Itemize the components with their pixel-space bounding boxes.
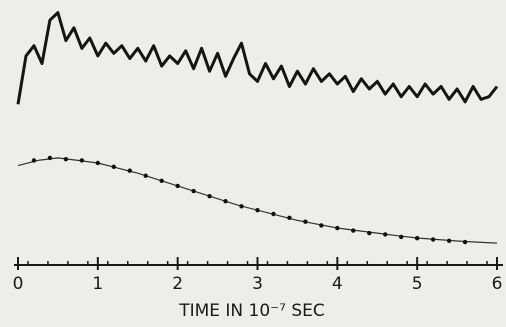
data-point xyxy=(463,240,467,244)
data-point xyxy=(175,184,179,188)
data-point xyxy=(303,219,307,223)
data-point xyxy=(48,156,52,160)
data-line xyxy=(18,158,497,243)
x-tick-label: 0 xyxy=(13,274,24,294)
data-point xyxy=(367,231,371,235)
data-point xyxy=(431,237,435,241)
data-point xyxy=(160,179,164,183)
data-point xyxy=(112,165,116,169)
data-point xyxy=(399,235,403,239)
data-point xyxy=(351,228,355,232)
data-point xyxy=(415,236,419,240)
data-point xyxy=(255,208,259,212)
x-tick-label: 1 xyxy=(92,274,103,294)
data-point xyxy=(319,223,323,227)
data-point xyxy=(383,232,387,236)
data-point xyxy=(80,158,84,162)
x-tick-label: 3 xyxy=(252,274,263,294)
data-point xyxy=(32,158,36,162)
data-point xyxy=(191,189,195,193)
data-point xyxy=(287,216,291,220)
data-point xyxy=(447,239,451,243)
x-tick-label: 5 xyxy=(412,274,423,294)
data-point xyxy=(335,226,339,230)
data-point xyxy=(96,161,100,165)
data-point xyxy=(144,174,148,178)
data-point xyxy=(64,157,68,161)
x-tick-label: 4 xyxy=(332,274,343,294)
data-line xyxy=(18,13,497,105)
data-point xyxy=(223,199,227,203)
data-point xyxy=(239,204,243,208)
x-tick-label: 2 xyxy=(172,274,183,294)
data-point xyxy=(271,212,275,216)
data-point xyxy=(128,168,132,172)
x-tick-label: 6 xyxy=(492,274,503,294)
chart: TIME IN 10⁻⁷ SEC 0 1 2 3 4 5 6 xyxy=(0,0,506,327)
x-axis-label: TIME IN 10⁻⁷ SEC xyxy=(178,301,325,321)
data-point xyxy=(207,194,211,198)
